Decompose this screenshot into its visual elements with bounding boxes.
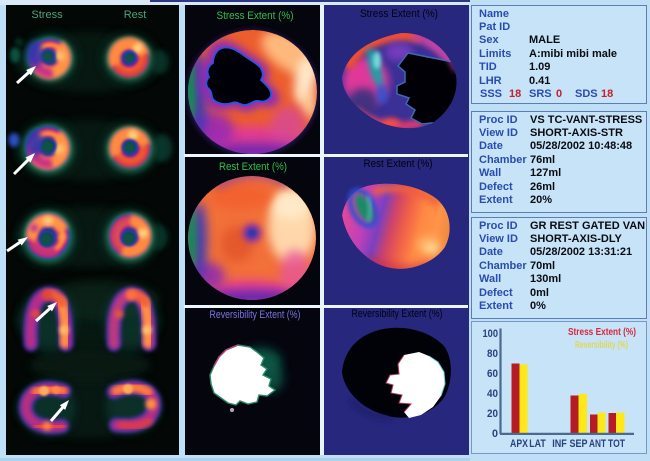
svg-text:Stress Extent (%): Stress Extent (%) (217, 10, 294, 22)
svg-text:Stress: Stress (31, 9, 63, 21)
svg-text:INF: INF (552, 438, 567, 450)
svg-text:SEP: SEP (570, 438, 588, 450)
svg-text:Reversibility (%): Reversibility (%) (575, 339, 628, 351)
svg-text:ANT: ANT (589, 438, 606, 450)
svg-text:Rest: Rest (124, 9, 147, 21)
svg-text:TOT: TOT (608, 438, 625, 450)
svg-text:Rest Extent (%): Rest Extent (%) (219, 161, 287, 173)
svg-text:Reversibility Extent (%): Reversibility Extent (%) (210, 309, 301, 321)
svg-text:LAT: LAT (529, 438, 546, 450)
svg-text:100: 100 (483, 328, 499, 340)
svg-text:Reversibility Extent (%): Reversibility Extent (%) (351, 308, 442, 320)
svg-text:0: 0 (492, 428, 498, 440)
svg-text:60: 60 (487, 368, 498, 380)
svg-text:80: 80 (487, 348, 498, 360)
svg-text:20: 20 (487, 408, 498, 420)
svg-text:40: 40 (487, 388, 498, 400)
svg-text:Stress Extent (%): Stress Extent (%) (360, 8, 438, 20)
svg-text:Stress Extent (%): Stress Extent (%) (568, 326, 636, 338)
svg-text:APX: APX (510, 438, 529, 450)
svg-text:Rest Extent (%): Rest Extent (%) (363, 158, 432, 170)
